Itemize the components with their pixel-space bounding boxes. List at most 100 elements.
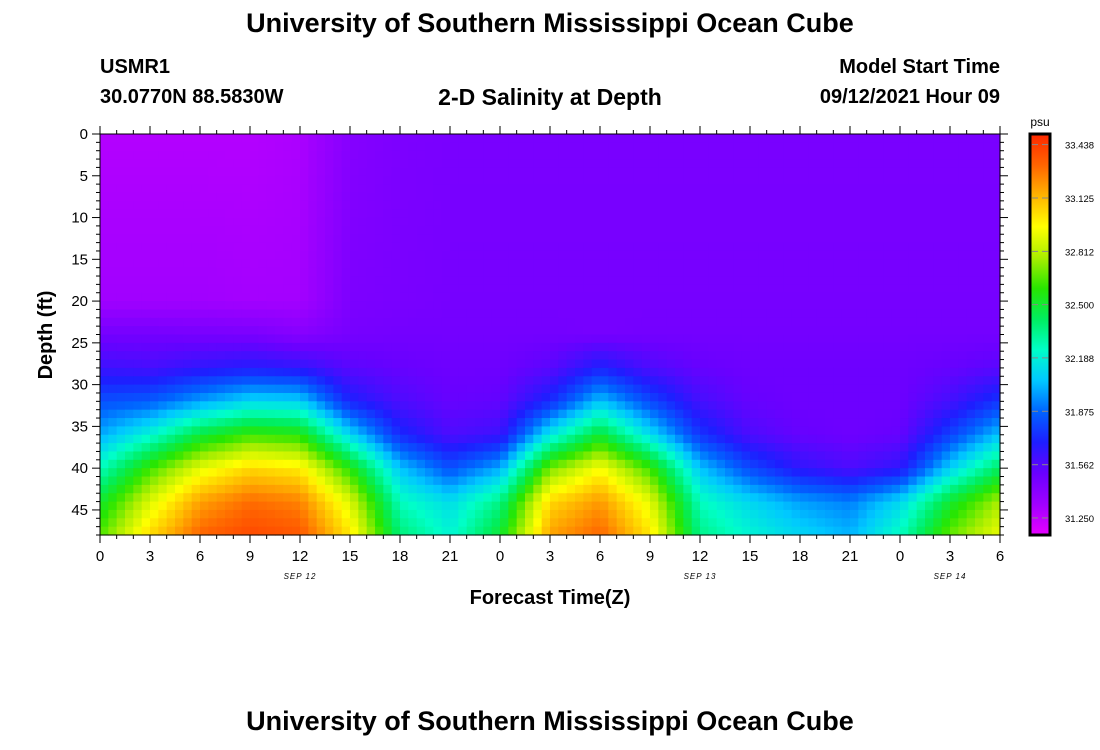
heatmap-cell	[816, 159, 826, 169]
heatmap-cell	[525, 501, 534, 511]
heatmap-cell	[383, 376, 393, 386]
heatmap-cell	[866, 443, 876, 453]
heatmap-cell	[258, 351, 268, 361]
heatmap-cell	[875, 309, 884, 319]
heatmap-cell	[650, 184, 659, 194]
heatmap-cell	[141, 200, 151, 210]
heatmap-cell	[341, 476, 351, 486]
heatmap-cell	[108, 451, 118, 461]
heatmap-cell	[566, 326, 576, 336]
heatmap-cell	[250, 518, 259, 528]
heatmap-cell	[650, 150, 659, 160]
heatmap-cell	[991, 301, 1001, 311]
heatmap-cell	[541, 200, 551, 210]
heatmap-cell	[200, 326, 209, 336]
heatmap-cell	[950, 493, 959, 503]
heatmap-cell	[416, 484, 426, 494]
heatmap-cell	[866, 493, 876, 503]
heatmap-cell	[808, 317, 818, 327]
heatmap-cell	[583, 451, 593, 461]
heatmap-cell	[341, 484, 351, 494]
heatmap-cell	[533, 184, 543, 194]
heatmap-cell	[391, 392, 401, 402]
heatmap-cell	[825, 443, 834, 453]
heatmap-cell	[250, 209, 259, 219]
heatmap-cell	[341, 184, 351, 194]
heatmap-cell	[433, 184, 443, 194]
heatmap-cell	[533, 334, 543, 344]
heatmap-cell	[825, 342, 834, 352]
heatmap-cell	[175, 225, 184, 235]
heatmap-cell	[866, 359, 876, 369]
heatmap-cell	[166, 209, 176, 219]
heatmap-cell	[966, 267, 976, 277]
heatmap-cell	[291, 301, 301, 311]
heatmap-cell	[808, 284, 818, 294]
heatmap-cell	[100, 351, 109, 361]
heatmap-cell	[216, 468, 226, 478]
heatmap-cell	[258, 276, 268, 285]
heatmap-cell	[975, 409, 984, 419]
heatmap-cell	[533, 401, 543, 411]
heatmap-cell	[258, 426, 268, 436]
heatmap-cell	[566, 459, 576, 469]
heatmap-cell	[758, 351, 768, 361]
heatmap-cell	[600, 484, 609, 494]
heatmap-cell	[900, 443, 909, 453]
heatmap-cell	[741, 234, 751, 244]
heatmap-cell	[341, 384, 351, 394]
heatmap-cell	[941, 192, 951, 202]
heatmap-cell	[858, 401, 868, 411]
heatmap-cell	[491, 209, 501, 219]
heatmap-cell	[450, 301, 459, 311]
heatmap-cell	[983, 259, 993, 269]
heatmap-cell	[683, 359, 693, 369]
heatmap-cell	[708, 459, 718, 469]
heatmap-cell	[358, 401, 368, 411]
heatmap-cell	[766, 443, 776, 453]
heatmap-cell	[200, 167, 209, 177]
heatmap-cell	[883, 359, 893, 369]
heatmap-cell	[150, 509, 159, 519]
heatmap-cell	[625, 476, 634, 486]
heatmap-cell	[266, 334, 276, 344]
heatmap-cell	[333, 309, 343, 319]
heatmap-cell	[775, 184, 784, 194]
heatmap-cell	[100, 225, 109, 235]
heatmap-cell	[491, 459, 501, 469]
heatmap-cell	[425, 259, 434, 269]
heatmap-cell	[666, 167, 676, 177]
heatmap-cell	[250, 418, 259, 427]
heatmap-cell	[300, 267, 309, 277]
heatmap-cell	[125, 200, 134, 210]
heatmap-cell	[525, 192, 534, 202]
heatmap-cell	[941, 301, 951, 311]
heatmap-cell	[908, 359, 918, 369]
heatmap-cell	[291, 401, 301, 411]
heatmap-cell	[900, 184, 909, 194]
heatmap-cell	[675, 468, 684, 478]
heatmap-cell	[416, 159, 426, 169]
heatmap-cell	[616, 493, 626, 503]
heatmap-cell	[508, 501, 518, 511]
heatmap-cell	[116, 175, 126, 185]
heatmap-cell	[450, 284, 459, 294]
heatmap-cell	[733, 250, 743, 260]
heatmap-cell	[400, 484, 409, 494]
heatmap-cell	[741, 401, 751, 411]
heatmap-cell	[541, 401, 551, 411]
heatmap-cell	[933, 142, 943, 152]
heatmap-cell	[491, 509, 501, 519]
heatmap-cell	[983, 225, 993, 235]
heatmap-cell	[750, 384, 759, 394]
heatmap-cell	[891, 317, 901, 327]
heatmap-cell	[358, 367, 368, 377]
heatmap-cell	[625, 392, 634, 402]
heatmap-cell	[808, 159, 818, 169]
heatmap-cell	[133, 351, 143, 361]
heatmap-cell	[525, 359, 534, 369]
heatmap-cell	[291, 501, 301, 511]
heatmap-cell	[425, 418, 434, 427]
heatmap-cell	[108, 292, 118, 302]
heatmap-cell	[616, 276, 626, 285]
